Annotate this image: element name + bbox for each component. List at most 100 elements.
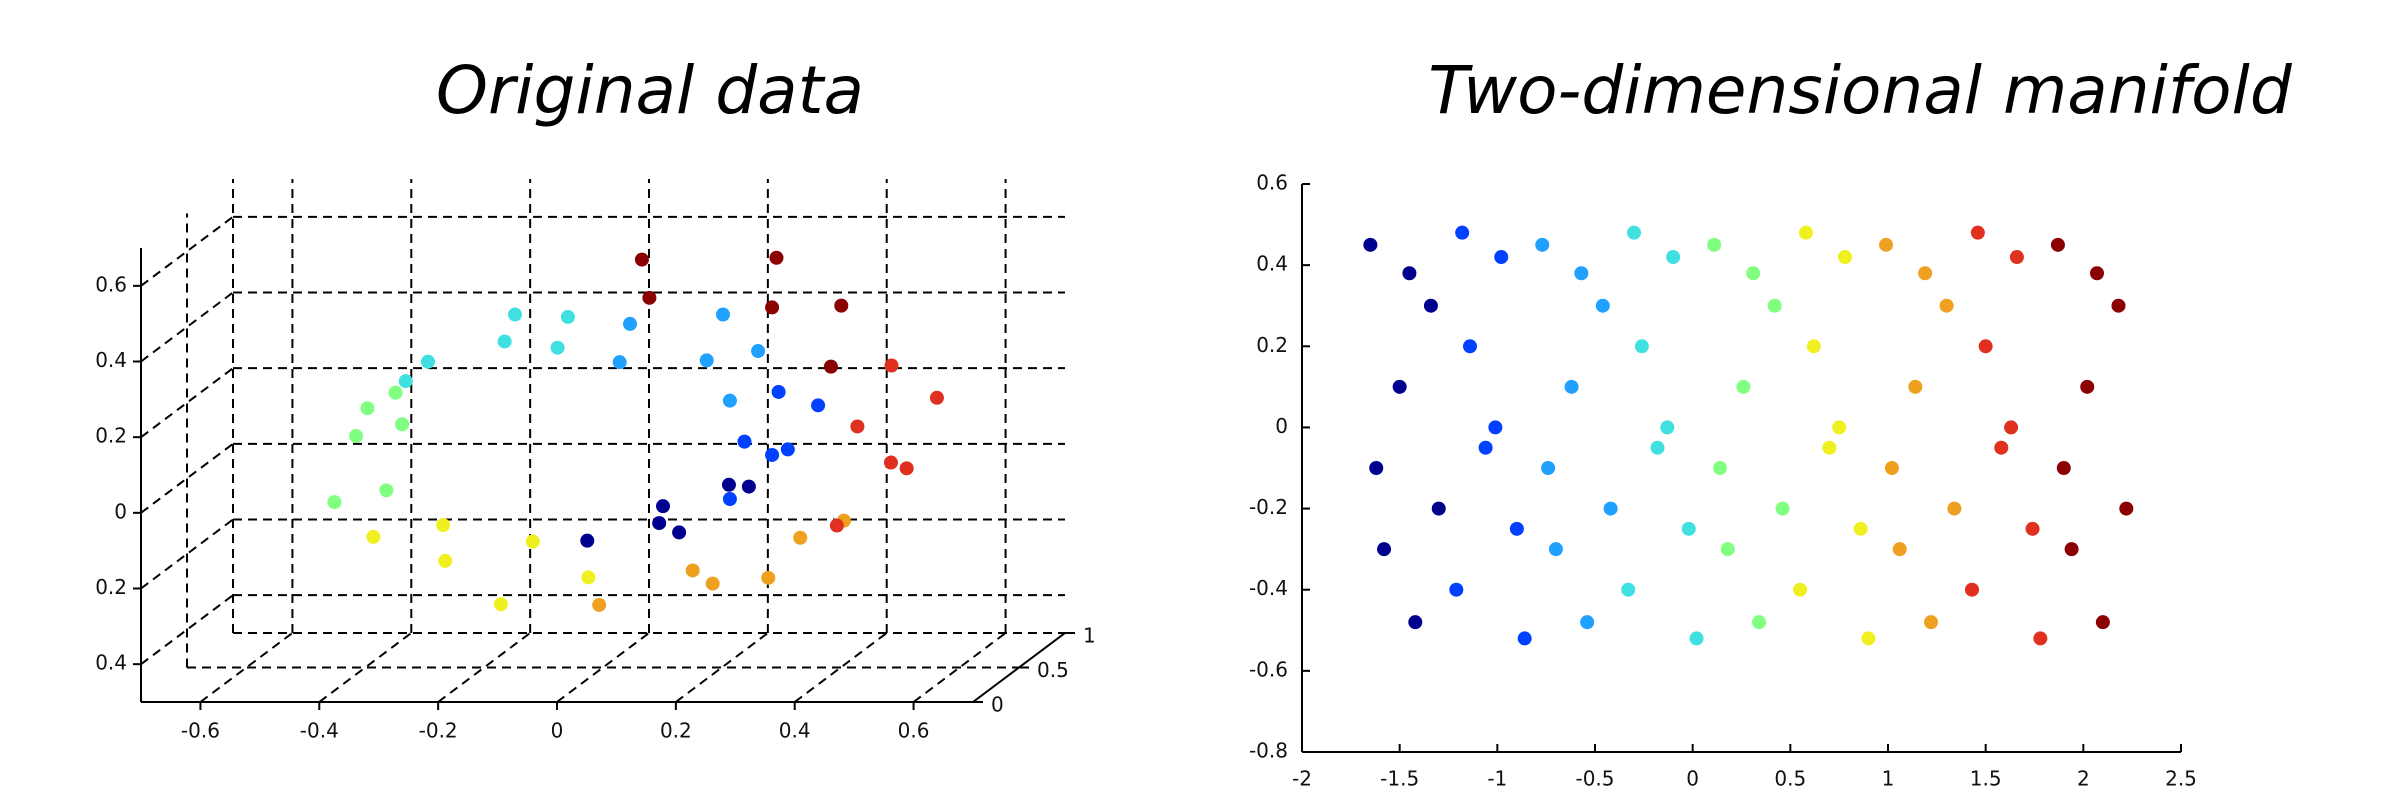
- x-tick-label: -0.6: [181, 719, 220, 743]
- chart-title: Original data: [436, 52, 864, 129]
- data-point: [1736, 379, 1751, 394]
- z-tick-label: 0.2: [95, 575, 127, 599]
- data-point: [1884, 461, 1899, 475]
- data-point: [1650, 440, 1665, 455]
- data-point: [1918, 266, 1933, 281]
- data-point: [1908, 379, 1923, 394]
- y-tick-label: 0.2: [1256, 333, 1288, 357]
- data-point: [2050, 237, 2065, 252]
- data-point: [834, 298, 849, 313]
- data-point: [1392, 379, 1407, 394]
- data-point: [716, 307, 730, 322]
- data-point: [1363, 237, 1378, 252]
- data-point: [1574, 266, 1589, 281]
- data-point: [1832, 420, 1847, 435]
- grid-line: [199, 632, 294, 703]
- data-point: [2090, 266, 2105, 281]
- data-point: [1660, 420, 1675, 435]
- y-tick-label: 1: [1083, 624, 1096, 648]
- data-point: [780, 442, 795, 457]
- data-point: [1978, 339, 1993, 354]
- data-point: [1798, 225, 1813, 240]
- data-point: [1402, 266, 1417, 281]
- data-point: [349, 429, 364, 444]
- x-tick-label: 0.5: [1774, 767, 1806, 791]
- grid-line: [140, 594, 234, 665]
- data-point: [1494, 250, 1509, 265]
- data-point: [850, 419, 865, 434]
- data-point: [1509, 521, 1524, 536]
- y-tick-label: 0.4: [1256, 252, 1288, 276]
- grid-line: [140, 443, 234, 514]
- data-point: [1713, 461, 1728, 475]
- data-point: [1455, 225, 1470, 240]
- data-point: [1541, 461, 1556, 475]
- data-point: [395, 417, 410, 432]
- data-point: [771, 384, 786, 399]
- data-point: [1970, 225, 1985, 240]
- data-point: [327, 495, 342, 510]
- data-point: [360, 401, 375, 416]
- x-tick-label: -0.4: [300, 719, 339, 743]
- x-tick-label: 1.5: [1970, 767, 2002, 791]
- data-point: [1746, 266, 1761, 281]
- data-point: [1892, 542, 1907, 557]
- data-point: [398, 374, 413, 389]
- data-point: [2025, 521, 2040, 536]
- data-point: [581, 570, 596, 585]
- data-point: [769, 250, 784, 265]
- data-point: [883, 455, 898, 470]
- y-tick-label: -0.4: [1249, 576, 1288, 600]
- data-point: [1517, 631, 1532, 646]
- data-point: [1548, 542, 1563, 557]
- y-tick-label: -0.8: [1249, 739, 1288, 763]
- data-point: [508, 307, 522, 322]
- data-point: [1488, 420, 1503, 435]
- grid-line: [140, 216, 234, 287]
- data-point: [741, 479, 756, 494]
- y-tick-label: 0.6: [1256, 171, 1288, 195]
- data-point: [765, 300, 780, 315]
- x-tick-label: 1: [1882, 767, 1895, 791]
- data-point: [2119, 501, 2134, 516]
- data-point: [1462, 339, 1477, 354]
- grid-line: [140, 518, 234, 590]
- data-point: [1861, 631, 1876, 646]
- y-tick-label: -0.6: [1249, 657, 1288, 681]
- y-tick-label: -0.2: [1249, 495, 1288, 519]
- data-point: [721, 477, 736, 492]
- data-point: [823, 359, 838, 374]
- grid-line: [318, 632, 412, 703]
- data-point: [1681, 521, 1696, 536]
- data-point: [2111, 298, 2126, 313]
- data-point: [1408, 615, 1423, 630]
- data-point: [2095, 615, 2110, 630]
- data-point: [1666, 250, 1681, 265]
- data-point: [811, 398, 826, 413]
- data-point: [2080, 379, 2095, 394]
- data-point: [1431, 501, 1446, 516]
- data-point: [1879, 237, 1894, 252]
- grid-line: [140, 367, 234, 438]
- data-point: [1689, 631, 1704, 646]
- data-point: [1580, 615, 1595, 630]
- data-point: [560, 309, 575, 324]
- data-point: [1449, 582, 1464, 597]
- data-point: [699, 353, 714, 368]
- x-tick-label: -1: [1487, 767, 1507, 791]
- data-point: [2056, 461, 2071, 475]
- data-point: [1806, 339, 1821, 354]
- data-point: [1377, 542, 1392, 557]
- data-point: [751, 344, 766, 359]
- x-tick-label: 2: [2077, 767, 2090, 791]
- y-tick-label: 0.5: [1037, 658, 1069, 682]
- data-point: [1775, 501, 1790, 516]
- z-tick-label: 0.2: [95, 424, 127, 448]
- data-point: [1595, 298, 1610, 313]
- data-point: [493, 597, 508, 612]
- grid-line: [556, 632, 650, 703]
- x-tick-label: 0.2: [660, 719, 692, 743]
- data-point: [829, 518, 844, 533]
- data-point: [1793, 582, 1808, 597]
- data-point: [705, 576, 720, 591]
